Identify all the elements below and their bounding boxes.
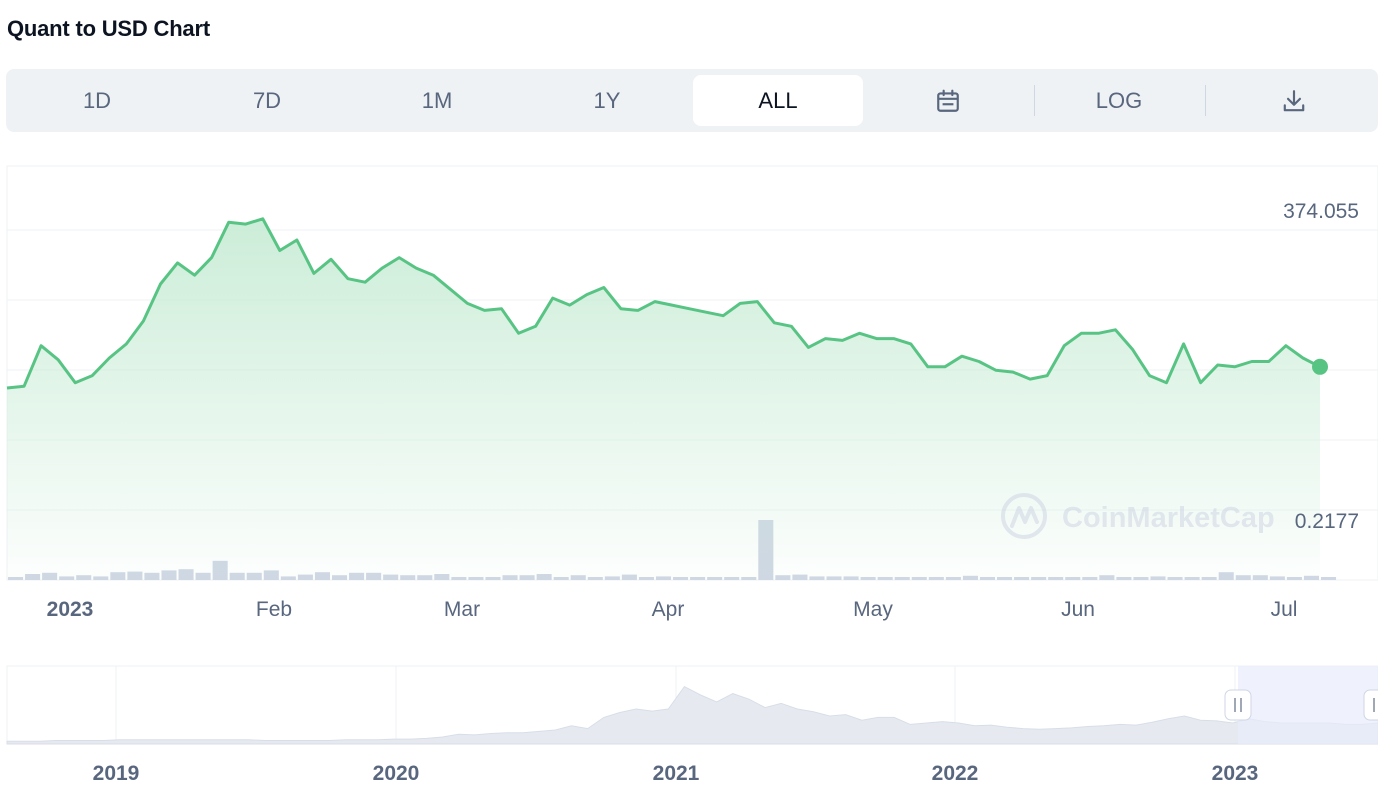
navigator-selection[interactable] (1238, 666, 1378, 744)
navigator-x-axis: 2019 2020 2021 2022 2023 (93, 762, 1259, 785)
range-1m-button[interactable]: 1M (421, 87, 453, 113)
navigator-chart[interactable]: 2019 2020 2021 2022 2023 (0, 650, 1378, 806)
x-axis: 2023 Feb Mar Apr May Jun Jul (47, 598, 1298, 621)
volume-bar (1321, 577, 1337, 580)
page-title: Quant to USD Chart (7, 16, 210, 41)
x-tick-label: May (853, 598, 893, 621)
x-tick-label: 2023 (47, 598, 94, 621)
navigator-tick-label: 2023 (1212, 762, 1259, 785)
navigator-tick-label: 2022 (932, 762, 979, 785)
last-price-dot[interactable] (1312, 358, 1328, 375)
coinmarketcap-logo-icon (1001, 493, 1047, 539)
date-range-button[interactable] (863, 75, 1033, 126)
toolbar-divider (1205, 85, 1206, 116)
chart-toolbar: 1D 7D 1M 1Y ALL LOG (6, 69, 1378, 132)
navigator-handle-right[interactable] (1363, 689, 1378, 721)
download-button[interactable] (1209, 75, 1378, 126)
navigator-area (6, 685, 1378, 745)
price-chart[interactable]: CoinMarketCap 374.055 0.2177 2023 Feb Mar A… (0, 150, 1378, 630)
log-scale-button[interactable]: LOG (1095, 87, 1143, 113)
range-all-button[interactable]: ALL (693, 75, 863, 126)
calendar-icon (937, 89, 959, 112)
x-tick-label: Feb (256, 598, 292, 621)
x-tick-label: Jul (1271, 598, 1298, 621)
price-area (7, 218, 1320, 581)
x-tick-label: Mar (444, 598, 480, 621)
y-label-min: 0.2177 (1295, 510, 1359, 533)
coinmarketcap-mark-icon (1010, 506, 1039, 528)
navigator-handle-left[interactable] (1224, 689, 1252, 721)
navigator-tick-label: 2021 (653, 762, 700, 785)
x-tick-label: Jun (1061, 598, 1095, 621)
watermark-text: CoinMarketCap (1062, 502, 1275, 534)
download-icon (1283, 89, 1305, 111)
navigator-tick-label: 2020 (373, 762, 420, 785)
y-label-max: 374.055 (1283, 200, 1359, 223)
toolbar-divider (1034, 85, 1035, 116)
range-1y-button[interactable]: 1Y (593, 87, 621, 113)
price-line (6, 217, 1321, 390)
navigator-tick-label: 2019 (93, 762, 140, 785)
range-7d-button[interactable]: 7D (252, 87, 282, 113)
x-tick-label: Apr (652, 598, 685, 621)
watermark: CoinMarketCap (1001, 493, 1275, 539)
range-1d-button[interactable]: 1D (82, 87, 112, 113)
